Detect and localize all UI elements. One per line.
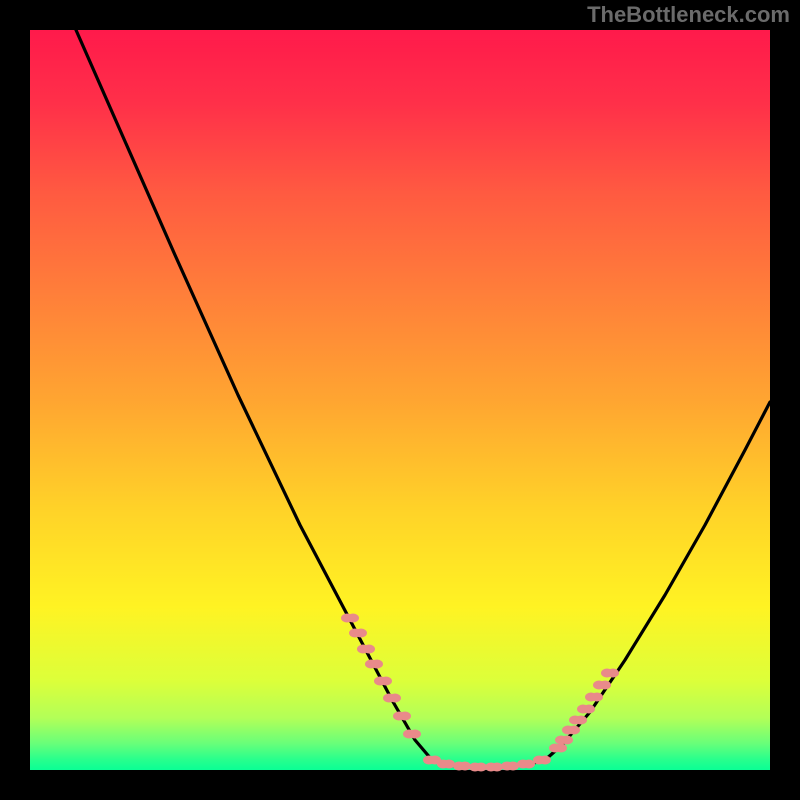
chart-stage: TheBottleneck.com (0, 0, 800, 800)
watermark-label: TheBottleneck.com (587, 2, 790, 28)
chart-svg (0, 0, 800, 800)
gradient-plot-area (30, 30, 770, 770)
